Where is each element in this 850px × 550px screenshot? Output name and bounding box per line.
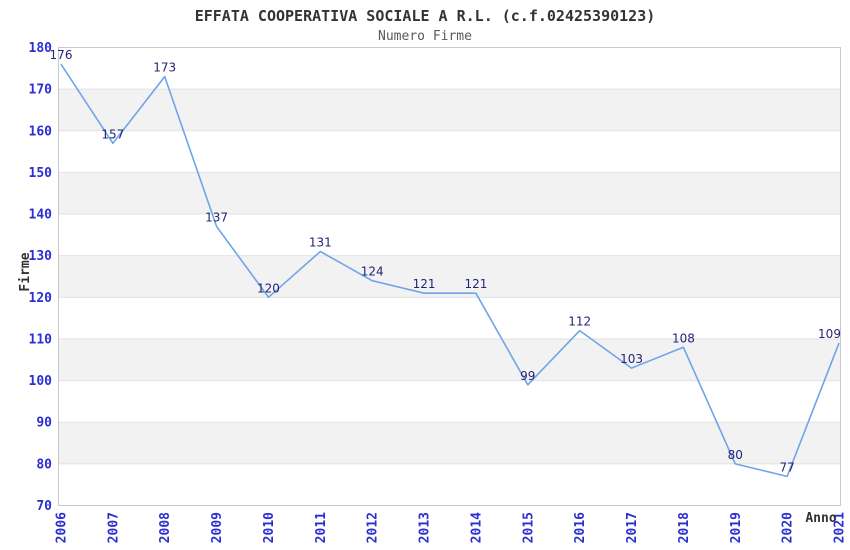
plot-band: [58, 422, 841, 464]
y-tick-label: 180: [29, 41, 53, 56]
y-tick-label: 80: [36, 457, 52, 472]
point-label: 108: [672, 331, 695, 345]
y-tick-label: 90: [36, 416, 52, 431]
x-tick-label: 2007: [106, 512, 121, 543]
y-tick-label: 130: [29, 249, 53, 264]
y-tick-label: 110: [29, 332, 53, 347]
x-tick-label: 2011: [314, 512, 329, 543]
plot-band: [58, 338, 841, 381]
point-label: 99: [520, 369, 535, 383]
point-label: 121: [464, 277, 487, 291]
point-label: 109: [818, 327, 841, 341]
point-label: 137: [205, 211, 228, 225]
point-label: 103: [620, 352, 643, 366]
x-tick-label: 2016: [573, 512, 588, 543]
plot-band: [58, 255, 841, 298]
point-label: 77: [779, 460, 794, 474]
point-label: 80: [728, 448, 743, 462]
x-tick-label: 2018: [677, 512, 692, 543]
point-label: 120: [257, 281, 280, 295]
point-label: 112: [568, 315, 591, 329]
x-tick-label: 2006: [55, 512, 70, 543]
chart-subtitle: Numero Firme: [378, 29, 472, 44]
x-tick-label: 2014: [469, 512, 484, 543]
y-tick-label: 160: [29, 124, 53, 139]
point-label: 131: [309, 236, 332, 250]
x-tick-label: 2013: [418, 512, 433, 543]
plot-band: [58, 172, 841, 215]
y-tick-label: 100: [29, 374, 53, 389]
point-label: 121: [413, 277, 436, 291]
x-axis-title: Anno: [805, 511, 837, 526]
x-tick-label: 2010: [262, 512, 277, 543]
x-tick-label: 2017: [625, 512, 640, 543]
plot-band: [58, 89, 841, 131]
x-tick-label: 2021: [833, 512, 848, 543]
x-tick-label: 2009: [210, 512, 225, 543]
data-line: [60, 63, 840, 478]
plot-border: [58, 47, 841, 506]
chart-title: EFFATA COOPERATIVA SOCIALE A R.L. (c.f.0…: [194, 7, 656, 25]
y-tick-label: 70: [36, 499, 52, 514]
y-tick-label: 120: [29, 291, 53, 306]
x-tick-label: 2019: [729, 512, 744, 543]
y-tick-label: 170: [29, 83, 53, 98]
y-tick-label: 150: [29, 166, 53, 181]
point-label: 176: [50, 48, 73, 62]
x-tick-label: 2012: [366, 512, 381, 543]
point-label: 124: [361, 265, 384, 279]
x-tick-label: 2015: [521, 512, 536, 543]
y-tick-label: 140: [29, 208, 53, 223]
point-label: 157: [101, 127, 124, 141]
point-label: 173: [153, 61, 176, 75]
y-axis-title: Firme: [18, 252, 33, 292]
x-tick-label: 2008: [158, 512, 173, 543]
x-tick-label: 2020: [781, 512, 796, 543]
